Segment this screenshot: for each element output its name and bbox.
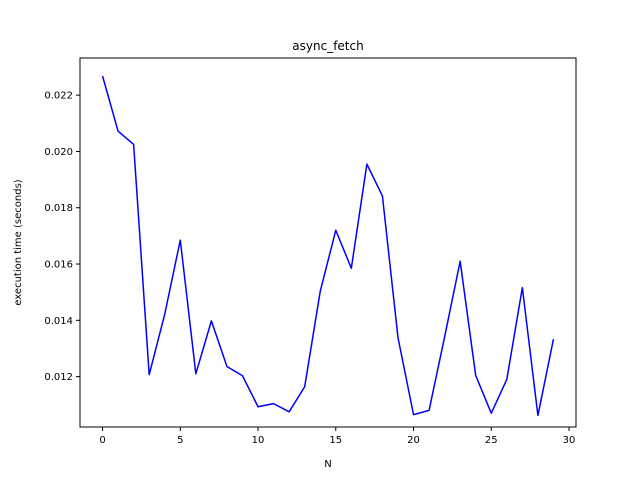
x-tick-label: 20 — [407, 435, 420, 446]
x-tick-label: 10 — [252, 435, 265, 446]
y-tick-label: 0.020 — [44, 147, 73, 158]
y-tick-label: 0.014 — [44, 316, 73, 327]
chart-title: async_fetch — [292, 39, 363, 53]
x-tick-label: 5 — [177, 435, 183, 446]
series-line-0 — [101, 75, 555, 417]
x-tick-label: 30 — [563, 435, 576, 446]
y-tick-label: 0.022 — [44, 91, 73, 102]
y-tick-label: 0.018 — [44, 203, 73, 214]
y-axis-label: execution time (seconds) — [13, 179, 24, 305]
plot-frame — [79, 57, 577, 428]
y-tick-label: 0.012 — [44, 372, 73, 383]
x-axis-label: N — [324, 459, 331, 470]
y-tick-label: 0.016 — [44, 260, 73, 271]
series-layer — [101, 75, 555, 417]
x-axis-ticks: 0 5 10 15 20 25 30 — [99, 427, 575, 446]
y-axis-ticks: 0.012 0.014 0.016 0.018 0.020 0.022 — [44, 91, 80, 383]
x-tick-label: 15 — [329, 435, 342, 446]
x-tick-label: 0 — [99, 435, 105, 446]
x-tick-label: 25 — [485, 435, 498, 446]
